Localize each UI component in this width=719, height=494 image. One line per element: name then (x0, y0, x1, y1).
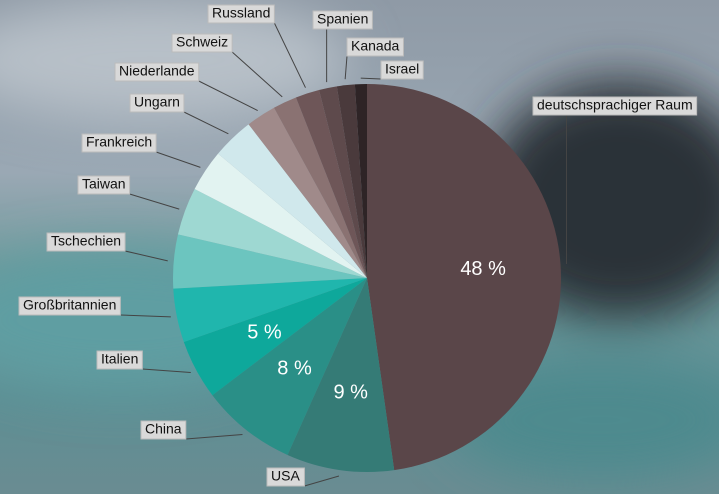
value-label: 5 % (247, 321, 282, 343)
pie-slice (336, 84, 367, 278)
leader-line (155, 151, 201, 168)
leader-line (129, 193, 180, 210)
category-label: Italien (101, 351, 138, 367)
label-box (266, 467, 305, 487)
leader-line (231, 51, 283, 98)
pie-slice (172, 234, 367, 289)
leader-line (185, 434, 243, 440)
leader-line (124, 250, 168, 262)
pie-slice (183, 278, 367, 396)
value-label: 9 % (333, 382, 368, 404)
label-box (312, 10, 373, 30)
label-box (380, 60, 424, 80)
category-label: Tschechien (51, 233, 121, 249)
label-box (129, 93, 185, 113)
value-label: 48 % (460, 258, 506, 280)
label-box (77, 175, 131, 195)
category-label: Schweiz (176, 34, 228, 50)
category-label: Taiwan (82, 176, 126, 192)
label-box (81, 133, 157, 153)
leader-line (183, 111, 229, 135)
category-label: Kanada (351, 38, 399, 54)
category-label: Großbritannien (23, 297, 116, 313)
leader-line (142, 368, 191, 374)
pie-slice (295, 90, 367, 278)
leader-line (304, 475, 340, 487)
category-label: deutschsprachiger Raum (537, 97, 693, 113)
pie-slice (194, 153, 367, 278)
leader-line (344, 55, 348, 80)
label-box (171, 33, 233, 53)
label-box (96, 350, 143, 370)
pie-slice (367, 84, 561, 471)
value-label: 8 % (277, 357, 312, 379)
category-label: Russland (212, 5, 270, 21)
pie-slice (212, 278, 367, 455)
label-box (18, 296, 121, 316)
pie-slice (354, 84, 367, 278)
label-box (140, 420, 187, 440)
pie-slice (248, 107, 367, 279)
label-box (46, 232, 126, 252)
pie-slice (177, 188, 367, 278)
category-label: USA (271, 468, 300, 484)
category-label: Ungarn (134, 94, 180, 110)
category-label: Niederlande (119, 63, 195, 79)
pie-slice (273, 97, 367, 278)
leader-line (120, 314, 171, 318)
leader-line (273, 22, 306, 88)
pie-slice (173, 278, 367, 342)
pie-slice (318, 86, 367, 278)
pie-slice (287, 278, 395, 472)
leader-line (360, 77, 382, 80)
label-box (532, 96, 698, 116)
pie-slice (218, 124, 367, 278)
label-box (207, 4, 275, 24)
category-label: Israel (385, 61, 419, 77)
leader-line (198, 80, 258, 111)
label-box (114, 62, 200, 82)
category-label: Spanien (317, 11, 368, 27)
label-box (346, 37, 404, 57)
category-label: China (145, 421, 182, 437)
category-label: Frankreich (86, 134, 152, 150)
